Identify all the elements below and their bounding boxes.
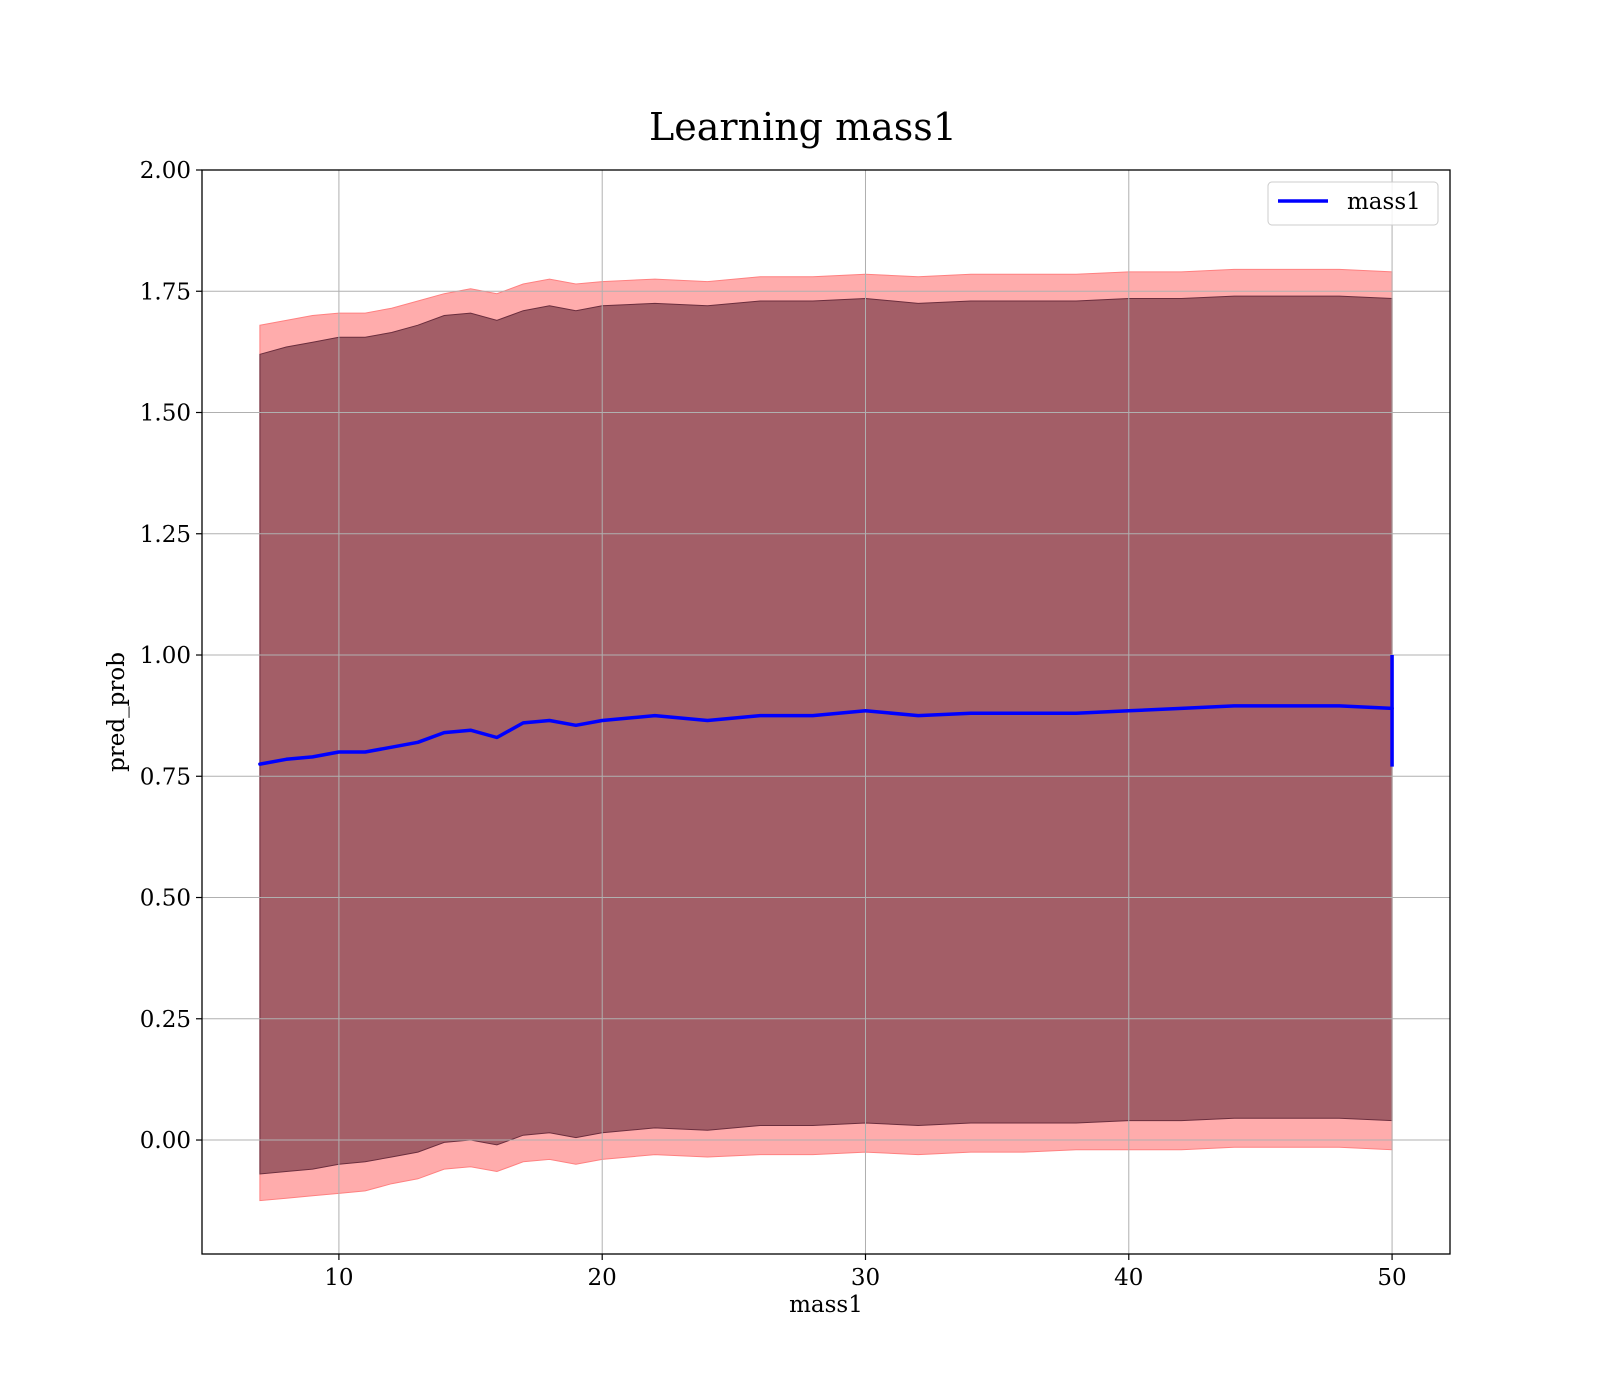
series-lines xyxy=(258,655,1394,767)
y-ticks: 0.00 0.25 0.50 0.75 1.00 1.25 1.50 1.75 2.00 xyxy=(140,158,202,1154)
y-tick-label: 1.75 xyxy=(140,279,191,305)
x-axis-label: mass1 xyxy=(789,1292,863,1318)
confidence-band-2 xyxy=(259,295,1393,1175)
x-tick-label: 20 xyxy=(588,1265,617,1291)
y-tick-label: 0.75 xyxy=(140,764,191,790)
legend-label-mass1: mass1 xyxy=(1347,189,1421,215)
y-tick-label: 2.00 xyxy=(140,158,191,184)
x-ticks: 10 20 30 40 50 xyxy=(324,1254,1407,1291)
x-tick-label: 50 xyxy=(1377,1265,1406,1291)
x-tick-label: 30 xyxy=(851,1265,880,1291)
x-tick-label: 40 xyxy=(1114,1265,1143,1291)
y-tick-label: 0.25 xyxy=(140,1007,191,1033)
series-line-mass1 xyxy=(258,704,1394,766)
legend: mass1 xyxy=(1267,181,1439,226)
y-tick-label: 1.25 xyxy=(140,522,191,548)
x-tick-label: 10 xyxy=(324,1265,353,1291)
y-axis-label: pred_prob xyxy=(104,652,130,772)
y-tick-label: 1.50 xyxy=(140,401,191,427)
chart-title: Learning mass1 xyxy=(649,105,957,149)
y-tick-label: 0.00 xyxy=(140,1128,191,1154)
plot-frame xyxy=(201,169,1451,1255)
y-tick-label: 1.00 xyxy=(140,643,191,669)
y-tick-label: 0.50 xyxy=(140,886,191,912)
confidence-bands xyxy=(259,268,1393,1202)
legend-box xyxy=(1267,181,1439,226)
